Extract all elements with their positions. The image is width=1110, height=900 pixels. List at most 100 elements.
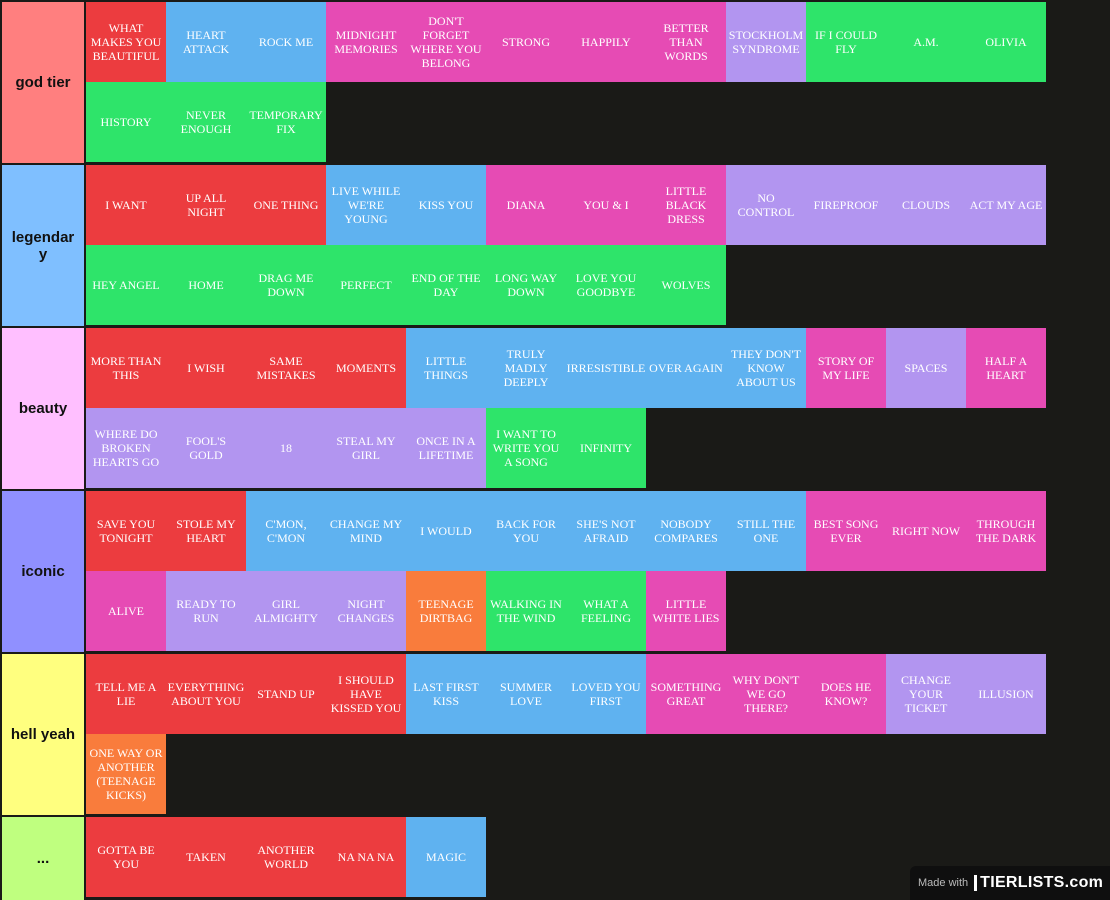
tier-label[interactable]: legendary: [2, 165, 84, 326]
song-tile[interactable]: NA NA NA: [326, 817, 406, 897]
song-tile[interactable]: HEART ATTACK: [166, 2, 246, 82]
song-tile[interactable]: DOES HE KNOW?: [806, 654, 886, 734]
song-tile[interactable]: TRULY MADLY DEEPLY: [486, 328, 566, 408]
song-tile[interactable]: INFINITY: [566, 408, 646, 488]
song-tile[interactable]: OLIVIA: [966, 2, 1046, 82]
song-tile[interactable]: ONE THING: [246, 165, 326, 245]
song-tile[interactable]: BEST SONG EVER: [806, 491, 886, 571]
song-tile[interactable]: BACK FOR YOU: [486, 491, 566, 571]
tier-label[interactable]: ...: [2, 817, 84, 900]
song-tile[interactable]: 18: [246, 408, 326, 488]
song-tile[interactable]: ILLUSION: [966, 654, 1046, 734]
song-tile[interactable]: LAST FIRST KISS: [406, 654, 486, 734]
song-tile[interactable]: TELL ME A LIE: [86, 654, 166, 734]
song-tile[interactable]: SAME MISTAKES: [246, 328, 326, 408]
song-tile[interactable]: LITTLE BLACK DRESS: [646, 165, 726, 245]
song-tile[interactable]: STAND UP: [246, 654, 326, 734]
song-tile[interactable]: BETTER THAN WORDS: [646, 2, 726, 82]
song-tile[interactable]: GOTTA BE YOU: [86, 817, 166, 897]
song-tile[interactable]: WHAT A FEELING: [566, 571, 646, 651]
song-tile[interactable]: SAVE YOU TONIGHT: [86, 491, 166, 571]
song-tile[interactable]: SPACES: [886, 328, 966, 408]
song-tile[interactable]: MORE THAN THIS: [86, 328, 166, 408]
song-tile[interactable]: STEAL MY GIRL: [326, 408, 406, 488]
song-tile[interactable]: LONG WAY DOWN: [486, 245, 566, 325]
song-tile[interactable]: STILL THE ONE: [726, 491, 806, 571]
tier-label[interactable]: hell yeah: [2, 654, 84, 815]
song-tile[interactable]: CHANGE YOUR TICKET: [886, 654, 966, 734]
song-tile[interactable]: DRAG ME DOWN: [246, 245, 326, 325]
song-tile[interactable]: ANOTHER WORLD: [246, 817, 326, 897]
song-tile[interactable]: NO CONTROL: [726, 165, 806, 245]
song-tile[interactable]: EVERYTHING ABOUT YOU: [166, 654, 246, 734]
song-tile[interactable]: I WOULD: [406, 491, 486, 571]
song-tile[interactable]: SOMETHING GREAT: [646, 654, 726, 734]
song-tile[interactable]: WHAT MAKES YOU BEAUTIFUL: [86, 2, 166, 82]
song-tile[interactable]: I WANT: [86, 165, 166, 245]
song-tile[interactable]: IF I COULD FLY: [806, 2, 886, 82]
song-tile[interactable]: YOU & I: [566, 165, 646, 245]
song-tile[interactable]: TEMPORARY FIX: [246, 82, 326, 162]
song-tile[interactable]: DON'T FORGET WHERE YOU BELONG: [406, 2, 486, 82]
song-tile[interactable]: STRONG: [486, 2, 566, 82]
song-tile[interactable]: NOBODY COMPARES: [646, 491, 726, 571]
song-tile[interactable]: HOME: [166, 245, 246, 325]
song-tile[interactable]: LOVE YOU GOODBYE: [566, 245, 646, 325]
song-tile[interactable]: A.M.: [886, 2, 966, 82]
song-tile[interactable]: IRRESISTIBLE: [566, 328, 646, 408]
song-tile[interactable]: C'MON, C'MON: [246, 491, 326, 571]
song-tile[interactable]: TAKEN: [166, 817, 246, 897]
song-tile[interactable]: I WANT TO WRITE YOU A SONG: [486, 408, 566, 488]
song-tile[interactable]: PERFECT: [326, 245, 406, 325]
song-tile[interactable]: LOVED YOU FIRST: [566, 654, 646, 734]
made-with-watermark[interactable]: Made with TIERLISTS.com: [910, 866, 1110, 900]
song-tile[interactable]: KISS YOU: [406, 165, 486, 245]
song-tile[interactable]: TEENAGE DIRTBAG: [406, 571, 486, 651]
song-tile[interactable]: SUMMER LOVE: [486, 654, 566, 734]
song-tile[interactable]: HEY ANGEL: [86, 245, 166, 325]
song-tile[interactable]: LITTLE THINGS: [406, 328, 486, 408]
song-tile[interactable]: ALIVE: [86, 571, 166, 651]
song-tile[interactable]: LITTLE WHITE LIES: [646, 571, 726, 651]
song-tile[interactable]: WALKING IN THE WIND: [486, 571, 566, 651]
song-tile[interactable]: ONCE IN A LIFETIME: [406, 408, 486, 488]
song-tile[interactable]: WOLVES: [646, 245, 726, 325]
song-tile[interactable]: FOOL'S GOLD: [166, 408, 246, 488]
song-tile[interactable]: DIANA: [486, 165, 566, 245]
song-tile[interactable]: FIREPROOF: [806, 165, 886, 245]
song-tile[interactable]: HAPPILY: [566, 2, 646, 82]
song-tile[interactable]: ROCK ME: [246, 2, 326, 82]
song-tile[interactable]: LIVE WHILE WE'RE YOUNG: [326, 165, 406, 245]
tier-items: TELL ME A LIE EVERYTHING ABOUT YOU STAND U…: [86, 654, 1046, 814]
song-tile[interactable]: HALF A HEART: [966, 328, 1046, 408]
song-tile[interactable]: WHERE DO BROKEN HEARTS GO: [86, 408, 166, 488]
song-tile[interactable]: CHANGE MY MIND: [326, 491, 406, 571]
song-tile[interactable]: MIDNIGHT MEMORIES: [326, 2, 406, 82]
song-tile[interactable]: READY TO RUN: [166, 571, 246, 651]
tier-label[interactable]: god tier: [2, 2, 84, 163]
tier-label[interactable]: beauty: [2, 328, 84, 489]
song-tile[interactable]: STOCKHOLM SYNDROME: [726, 2, 806, 82]
song-tile[interactable]: THROUGH THE DARK: [966, 491, 1046, 571]
song-tile[interactable]: I WISH: [166, 328, 246, 408]
song-tile[interactable]: ONE WAY OR ANOTHER (TEENAGE KICKS): [86, 734, 166, 814]
song-tile[interactable]: I SHOULD HAVE KISSED YOU: [326, 654, 406, 734]
song-tile[interactable]: END OF THE DAY: [406, 245, 486, 325]
song-tile[interactable]: WHY DON'T WE GO THERE?: [726, 654, 806, 734]
song-tile[interactable]: THEY DON'T KNOW ABOUT US: [726, 328, 806, 408]
tier-label[interactable]: iconic: [2, 491, 84, 652]
song-tile[interactable]: MAGIC: [406, 817, 486, 897]
song-tile[interactable]: STORY OF MY LIFE: [806, 328, 886, 408]
song-tile[interactable]: NIGHT CHANGES: [326, 571, 406, 651]
song-tile[interactable]: GIRL ALMIGHTY: [246, 571, 326, 651]
song-tile[interactable]: STOLE MY HEART: [166, 491, 246, 571]
song-tile[interactable]: ACT MY AGE: [966, 165, 1046, 245]
song-tile[interactable]: RIGHT NOW: [886, 491, 966, 571]
song-tile[interactable]: HISTORY: [86, 82, 166, 162]
song-tile[interactable]: SHE'S NOT AFRAID: [566, 491, 646, 571]
song-tile[interactable]: MOMENTS: [326, 328, 406, 408]
song-tile[interactable]: CLOUDS: [886, 165, 966, 245]
song-tile[interactable]: NEVER ENOUGH: [166, 82, 246, 162]
song-tile[interactable]: OVER AGAIN: [646, 328, 726, 408]
song-tile[interactable]: UP ALL NIGHT: [166, 165, 246, 245]
